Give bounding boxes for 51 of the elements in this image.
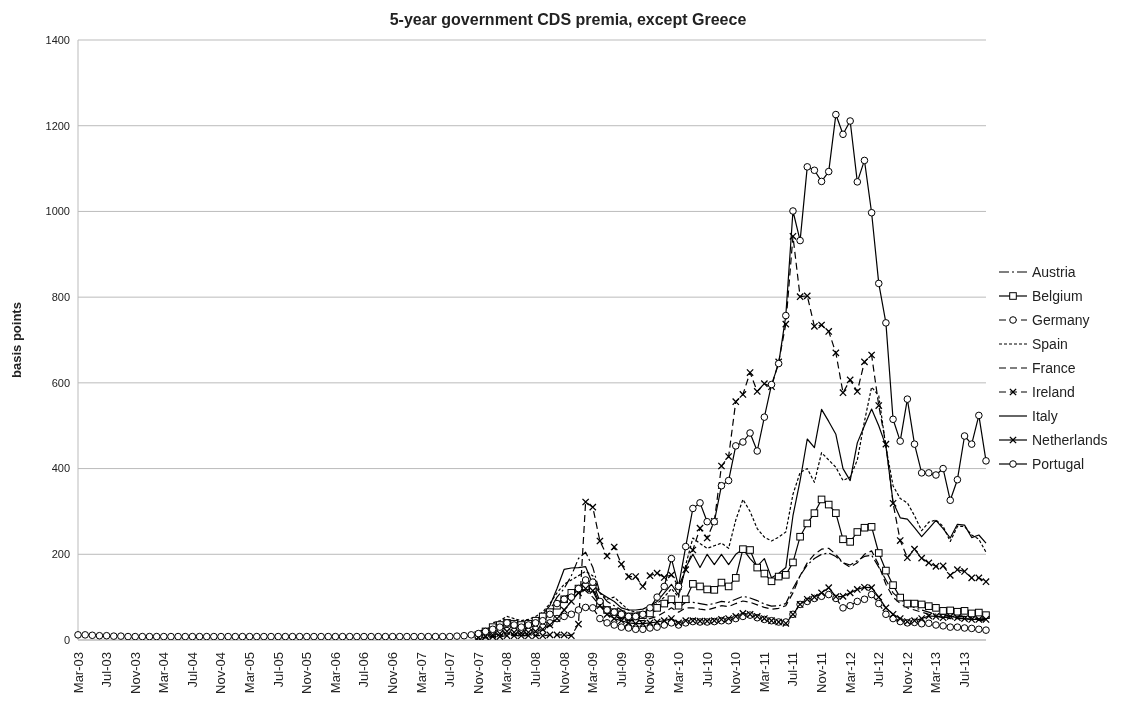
x-tick-label: Mar-03 xyxy=(70,652,86,694)
y-tick-label: 1200 xyxy=(45,119,70,132)
x-tick-label: Nov-03 xyxy=(127,652,143,694)
x-tick-label: Jul-05 xyxy=(270,652,286,688)
x-tick-label: Jul-07 xyxy=(442,652,458,688)
legend-label: Spain xyxy=(1032,336,1068,352)
x-tick-label: Mar-07 xyxy=(413,652,429,694)
x-tick-label: Nov-12 xyxy=(899,652,915,694)
x-tick-label: Mar-06 xyxy=(327,652,343,694)
x-tick-label: Nov-05 xyxy=(299,652,315,694)
x-tick-label: Jul-08 xyxy=(528,652,544,688)
x-tick-label: Jul-11 xyxy=(785,652,801,687)
x-tick-label: Jul-06 xyxy=(356,652,372,688)
x-tick-label: Mar-13 xyxy=(928,652,944,694)
x-tick-label: Jul-10 xyxy=(699,652,715,688)
y-axis-title: basis points xyxy=(8,302,24,378)
y-tick-label: 800 xyxy=(51,291,70,304)
y-tick-label: 0 xyxy=(63,633,70,646)
x-tick-label: Nov-07 xyxy=(470,652,486,694)
legend-label: Ireland xyxy=(1032,384,1075,400)
legend-label: Belgium xyxy=(1032,288,1083,304)
x-tick-label: Jul-12 xyxy=(871,652,887,688)
legend-label: Austria xyxy=(1032,264,1076,280)
legend-label: France xyxy=(1032,360,1076,376)
x-tick-label: Mar-12 xyxy=(842,652,858,694)
x-tick-label: Jul-09 xyxy=(613,652,629,688)
legend-label: Netherlands xyxy=(1032,432,1108,448)
chart-title: 5-year government CDS premia, except Greece xyxy=(388,10,748,30)
x-tick-label: Jul-03 xyxy=(99,652,115,688)
x-tick-label: Nov-09 xyxy=(642,652,658,694)
x-tick-label: Mar-09 xyxy=(585,652,601,694)
x-tick-label: Mar-04 xyxy=(156,652,172,694)
x-tick-label: Mar-08 xyxy=(499,652,515,694)
x-tick-label: Nov-04 xyxy=(213,652,229,694)
y-tick-label: 600 xyxy=(51,376,70,389)
x-tick-label: Nov-06 xyxy=(385,652,401,694)
x-tick-label: Mar-05 xyxy=(242,652,258,694)
y-tick-label: 400 xyxy=(51,462,70,475)
x-tick-label: Nov-08 xyxy=(556,652,572,694)
x-tick-label: Jul-13 xyxy=(957,652,973,688)
x-tick-label: Nov-11 xyxy=(814,652,830,693)
y-tick-label: 200 xyxy=(51,548,70,561)
x-tick-label: Nov-10 xyxy=(728,652,744,694)
legend-label: Italy xyxy=(1032,408,1058,424)
legend-label: Portugal xyxy=(1032,456,1085,472)
x-tick-label: Mar-10 xyxy=(671,652,687,694)
y-tick-label: 1400 xyxy=(45,33,70,46)
legend-label: Germany xyxy=(1032,312,1090,328)
x-tick-label: Jul-04 xyxy=(184,652,200,688)
y-tick-label: 1000 xyxy=(45,205,70,218)
x-tick-label: Mar-11 xyxy=(756,652,772,693)
